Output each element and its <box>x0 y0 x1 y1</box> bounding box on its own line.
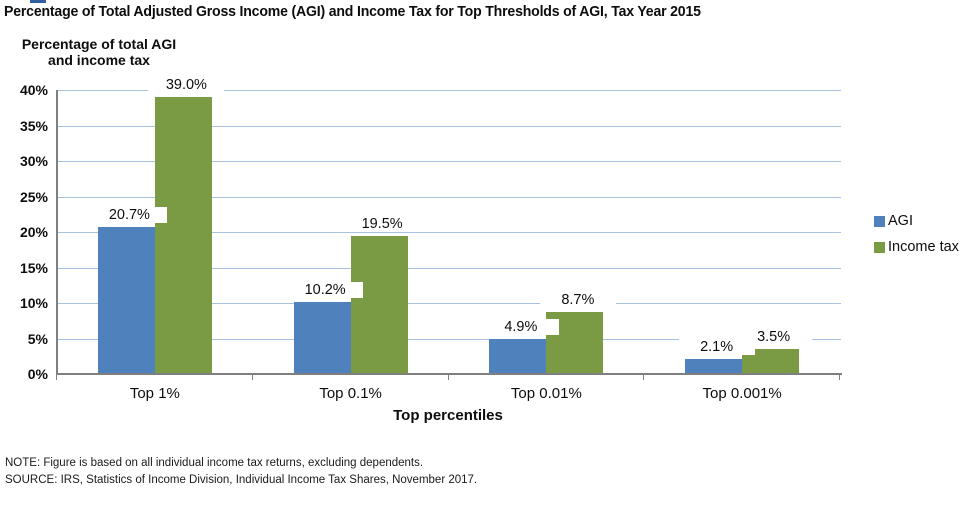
legend-label-agi: AGI <box>888 213 913 229</box>
gridline-5 <box>57 338 841 340</box>
category-label-top-0-001: Top 0.001% <box>702 385 782 402</box>
x-tick-mark <box>447 375 449 380</box>
value-label-agi-top-0-1: 10.2% <box>287 281 364 298</box>
bar-income-tax-top-0-1 <box>350 235 408 374</box>
category-label-top-0-1: Top 0.1% <box>319 385 382 402</box>
gridline-15 <box>57 267 841 269</box>
value-label-income-tax-top-0-001: 3.5% <box>735 329 812 346</box>
y-tick-label-30: 30% <box>19 153 48 169</box>
y-tick-label-5: 5% <box>27 330 48 347</box>
y-tick-label-40: 40% <box>19 82 48 98</box>
agi-swatch <box>874 215 885 227</box>
x-tick-mark <box>56 375 57 380</box>
legend-item-income-tax: Income tax <box>874 239 959 255</box>
gridline-10 <box>57 303 841 304</box>
legend: AGI Income tax <box>874 213 959 265</box>
note-text: NOTE: Figure is based on all individual … <box>5 457 424 469</box>
legend-item-agi: AGI <box>874 213 959 229</box>
bar-agi-top-0-1 <box>293 301 351 374</box>
y-tick-label-15: 15% <box>19 259 48 276</box>
y-axis-title-line1: Percentage of total AGI <box>21 36 177 52</box>
y-tick-label-20: 20% <box>19 224 48 240</box>
bar-agi-top-1 <box>97 227 155 374</box>
value-label-income-tax-top-1: 39.0% <box>148 77 225 94</box>
x-tick-mark <box>251 375 253 380</box>
gridline-40 <box>57 90 841 91</box>
legend-label-income-tax: Income tax <box>888 239 959 255</box>
value-label-income-tax-top-0-1: 19.5% <box>344 215 421 232</box>
gridline-25 <box>57 196 841 198</box>
gridline-30 <box>57 161 841 162</box>
bar-agi-top-0-001 <box>685 359 743 374</box>
y-axis-title-line2: and income tax <box>48 52 150 68</box>
figure-link-fragment <box>30 0 46 3</box>
bar-agi-top-0-01 <box>489 339 547 374</box>
value-label-income-tax-top-0-01: 8.7% <box>539 292 616 309</box>
bar-income-tax-top-1 <box>154 97 212 374</box>
y-axis-title: Percentage of total AGI and income tax <box>6 36 192 68</box>
y-tick-label-10: 10% <box>19 295 48 311</box>
x-axis-line <box>56 373 842 375</box>
value-label-agi-top-1: 20.7% <box>91 207 168 224</box>
x-tick-mark <box>839 375 840 380</box>
chart-title: Percentage of Total Adjusted Gross Incom… <box>4 3 701 20</box>
y-axis-line <box>56 90 58 375</box>
x-tick-mark <box>643 375 645 380</box>
gridline-20 <box>57 232 841 233</box>
income-tax-swatch <box>874 241 885 253</box>
source-text: SOURCE: IRS, Statistics of Income Divisi… <box>5 474 478 486</box>
category-label-top-0-01: Top 0.01% <box>510 385 582 402</box>
category-label-top-1: Top 1% <box>129 385 180 402</box>
y-tick-label-0: 0% <box>27 366 48 382</box>
x-axis-title: Top percentiles <box>393 407 503 424</box>
gridline-35 <box>57 125 841 127</box>
y-tick-label-25: 25% <box>19 188 48 205</box>
y-tick-label-35: 35% <box>19 117 48 134</box>
value-label-agi-top-0-01: 4.9% <box>482 319 559 336</box>
